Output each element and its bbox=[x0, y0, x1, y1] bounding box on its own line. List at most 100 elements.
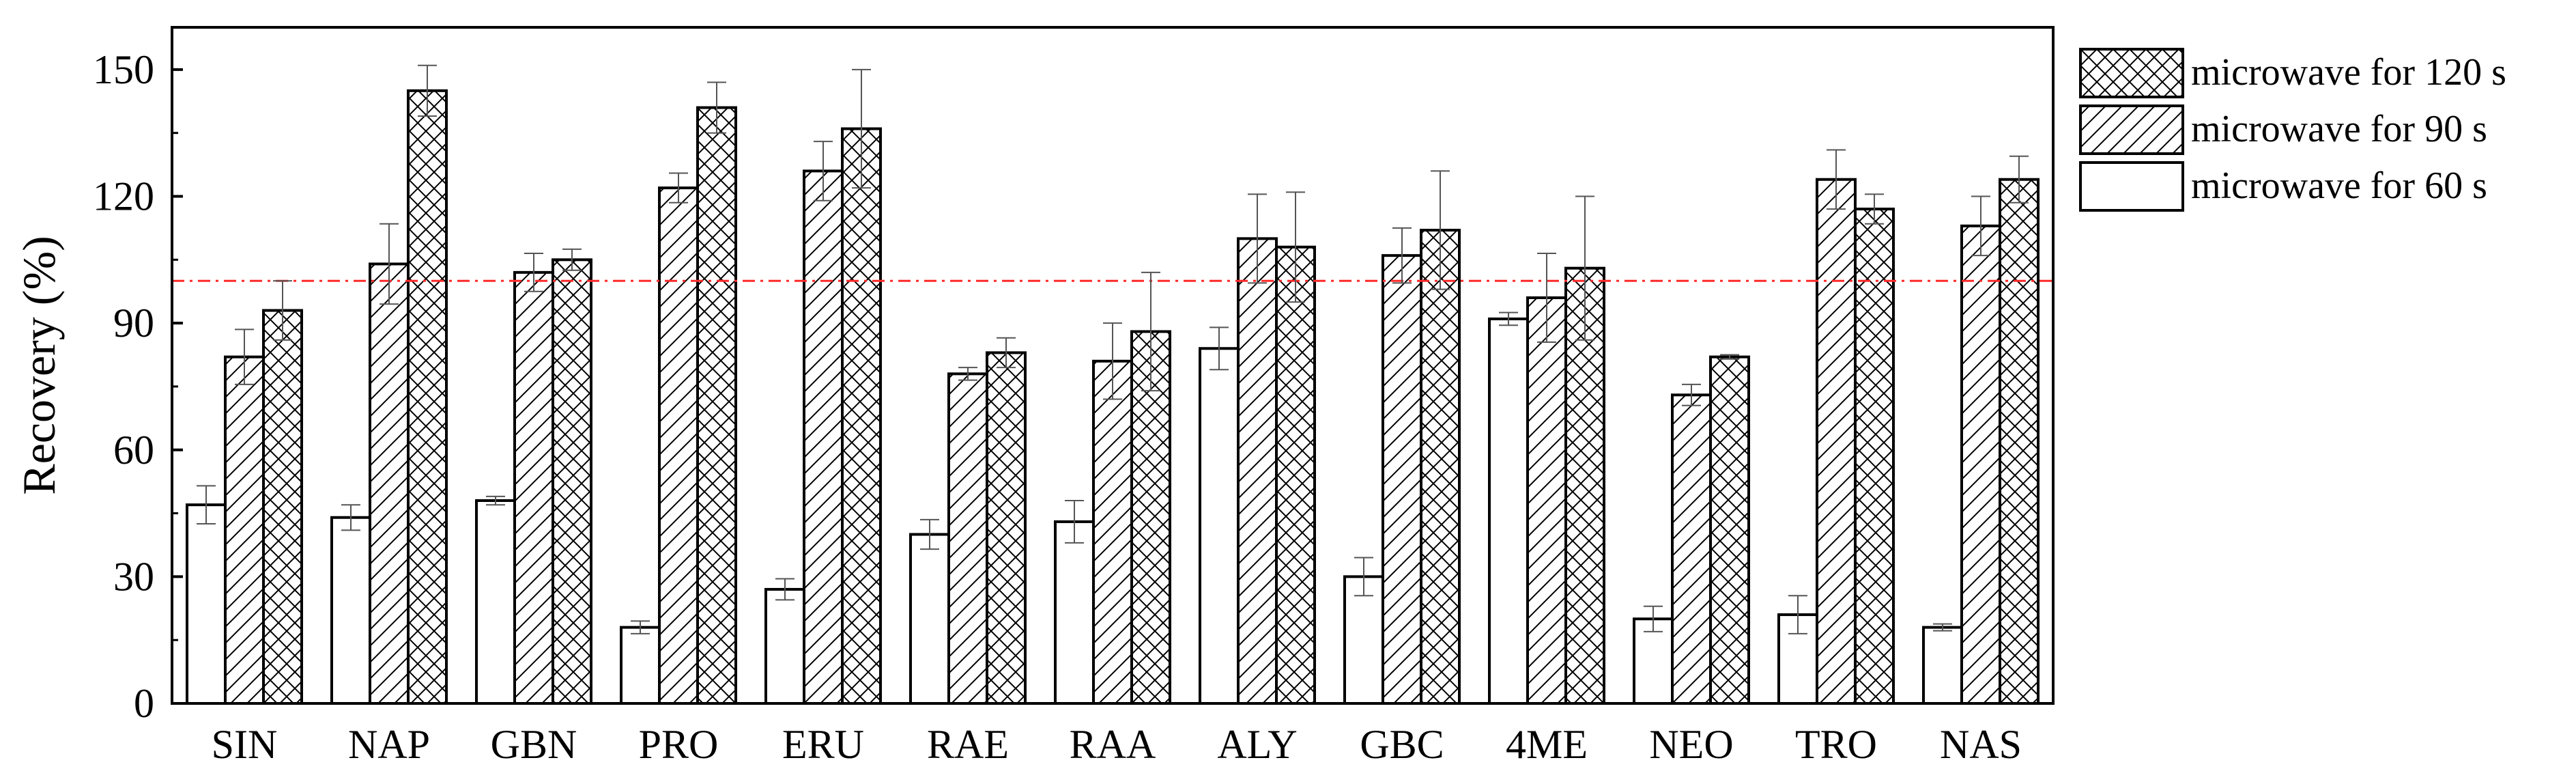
y-tick-label: 0 bbox=[134, 681, 154, 726]
bar-diagonal-TRO bbox=[1816, 178, 1857, 705]
x-tick-label: ERU bbox=[782, 722, 864, 767]
bar-crosshatch-RAE bbox=[986, 351, 1027, 705]
error-bar bbox=[631, 620, 650, 634]
bar-crosshatch-PRO bbox=[696, 106, 737, 705]
bar-diagonal-RAE bbox=[947, 372, 988, 705]
bar-crosshatch-ALY bbox=[1275, 245, 1316, 705]
error-bar bbox=[1827, 149, 1846, 210]
legend-label: microwave for 120 s bbox=[2191, 51, 2506, 94]
legend: microwave for 120 s microwave for 90 s mic… bbox=[2079, 48, 2506, 212]
error-bar bbox=[920, 518, 939, 550]
error-bar bbox=[997, 337, 1016, 369]
error-bar bbox=[486, 495, 505, 506]
y-tick-label: 90 bbox=[113, 300, 154, 346]
error-bar bbox=[418, 64, 437, 117]
bar-diagonal-4ME bbox=[1526, 296, 1567, 705]
x-tick-label: RAE bbox=[927, 722, 1009, 767]
error-bars-layer bbox=[197, 64, 2029, 634]
bar-diagonal-NEO bbox=[1671, 393, 1712, 705]
bar-none-NAP bbox=[330, 516, 371, 705]
error-bar bbox=[380, 223, 399, 305]
bar-none-SIN bbox=[186, 503, 227, 705]
error-bar bbox=[341, 504, 360, 531]
x-axis: SIN NAP GBN PRO ERU RAE RAA ALY GBC 4ME NEO TRO NAS bbox=[212, 722, 2022, 767]
legend-label: microwave for 90 s bbox=[2191, 108, 2487, 150]
error-bar bbox=[562, 248, 582, 271]
error-bar bbox=[1354, 557, 1373, 597]
error-bar bbox=[1431, 170, 1450, 290]
y-tick-label: 120 bbox=[93, 174, 154, 219]
error-bar bbox=[852, 68, 871, 189]
error-bar bbox=[2009, 155, 2029, 204]
legend-swatch-crosshatch bbox=[2079, 48, 2184, 98]
bars-layer bbox=[186, 89, 2040, 705]
error-bar bbox=[1865, 193, 1884, 225]
bar-none-RAA bbox=[1054, 520, 1095, 705]
y-tick-label: 60 bbox=[113, 428, 154, 473]
error-bar bbox=[814, 141, 833, 201]
bar-diagonal-GBC bbox=[1382, 254, 1422, 705]
bar-diagonal-PRO bbox=[658, 186, 699, 705]
bar-crosshatch-NAP bbox=[407, 89, 448, 705]
bar-crosshatch-GBC bbox=[1420, 229, 1461, 705]
error-bar bbox=[958, 367, 977, 381]
error-bar bbox=[1210, 326, 1229, 371]
bar-diagonal-ERU bbox=[803, 169, 844, 705]
error-bar bbox=[1537, 253, 1556, 343]
bar-diagonal-NAP bbox=[369, 262, 410, 705]
y-tick-label: 30 bbox=[113, 554, 154, 599]
bar-crosshatch-TRO bbox=[1854, 208, 1895, 705]
bar-diagonal-RAA bbox=[1092, 359, 1133, 705]
x-tick-label: TRO bbox=[1795, 722, 1877, 767]
bar-diagonal-SIN bbox=[224, 355, 265, 705]
bar-crosshatch-NAS bbox=[1999, 178, 2040, 705]
error-bar bbox=[1103, 322, 1122, 400]
error-bar bbox=[1499, 311, 1518, 326]
x-tick-label: GBC bbox=[1360, 722, 1444, 767]
error-bar bbox=[1971, 195, 1990, 257]
error-bar bbox=[669, 172, 688, 204]
y-axis-title: Recovery (%) bbox=[13, 236, 65, 494]
bar-none-PRO bbox=[620, 626, 661, 705]
legend-label: microwave for 60 s bbox=[2191, 165, 2487, 207]
y-axis: 0 30 60 90 120 150 bbox=[93, 47, 183, 726]
x-tick-label: 4ME bbox=[1506, 722, 1588, 767]
plot-area-frame bbox=[171, 26, 2055, 705]
x-tick-label: ALY bbox=[1217, 722, 1297, 767]
error-bar bbox=[1141, 271, 1160, 392]
bar-crosshatch-NEO bbox=[1709, 355, 1750, 705]
error-bar bbox=[235, 328, 254, 385]
error-bar bbox=[1248, 193, 1267, 284]
bar-none-ERU bbox=[764, 587, 805, 705]
error-bar bbox=[1720, 354, 1739, 360]
x-tick-label: NAP bbox=[348, 722, 430, 767]
bar-none-4ME bbox=[1488, 317, 1529, 705]
bar-none-GBN bbox=[475, 499, 516, 705]
bar-diagonal-ALY bbox=[1237, 237, 1278, 705]
x-tick-label: GBN bbox=[491, 722, 577, 767]
bar-none-NAS bbox=[1922, 626, 1963, 705]
x-tick-label: NAS bbox=[1940, 722, 2022, 767]
x-tick-label: NEO bbox=[1649, 722, 1733, 767]
bar-diagonal-GBN bbox=[513, 270, 554, 705]
error-bar bbox=[1286, 191, 1305, 303]
error-bar bbox=[1933, 623, 1952, 632]
legend-swatch-diagonal bbox=[2079, 104, 2184, 155]
error-bar bbox=[1788, 595, 1807, 634]
bar-crosshatch-SIN bbox=[262, 309, 303, 705]
error-bar bbox=[1065, 500, 1084, 544]
bar-diagonal-NAS bbox=[1960, 224, 2001, 705]
error-bar bbox=[1392, 227, 1412, 284]
error-bar bbox=[273, 280, 292, 341]
bar-none-RAE bbox=[909, 533, 950, 705]
error-bar bbox=[1644, 605, 1663, 632]
x-tick-label: RAA bbox=[1070, 722, 1156, 767]
x-tick-label: SIN bbox=[212, 722, 278, 767]
bar-none-ALY bbox=[1199, 347, 1240, 705]
error-bar bbox=[197, 485, 216, 525]
x-tick-label: PRO bbox=[639, 722, 719, 767]
bar-crosshatch-GBN bbox=[552, 258, 592, 705]
error-bar bbox=[1682, 383, 1701, 406]
error-bar bbox=[524, 253, 543, 292]
